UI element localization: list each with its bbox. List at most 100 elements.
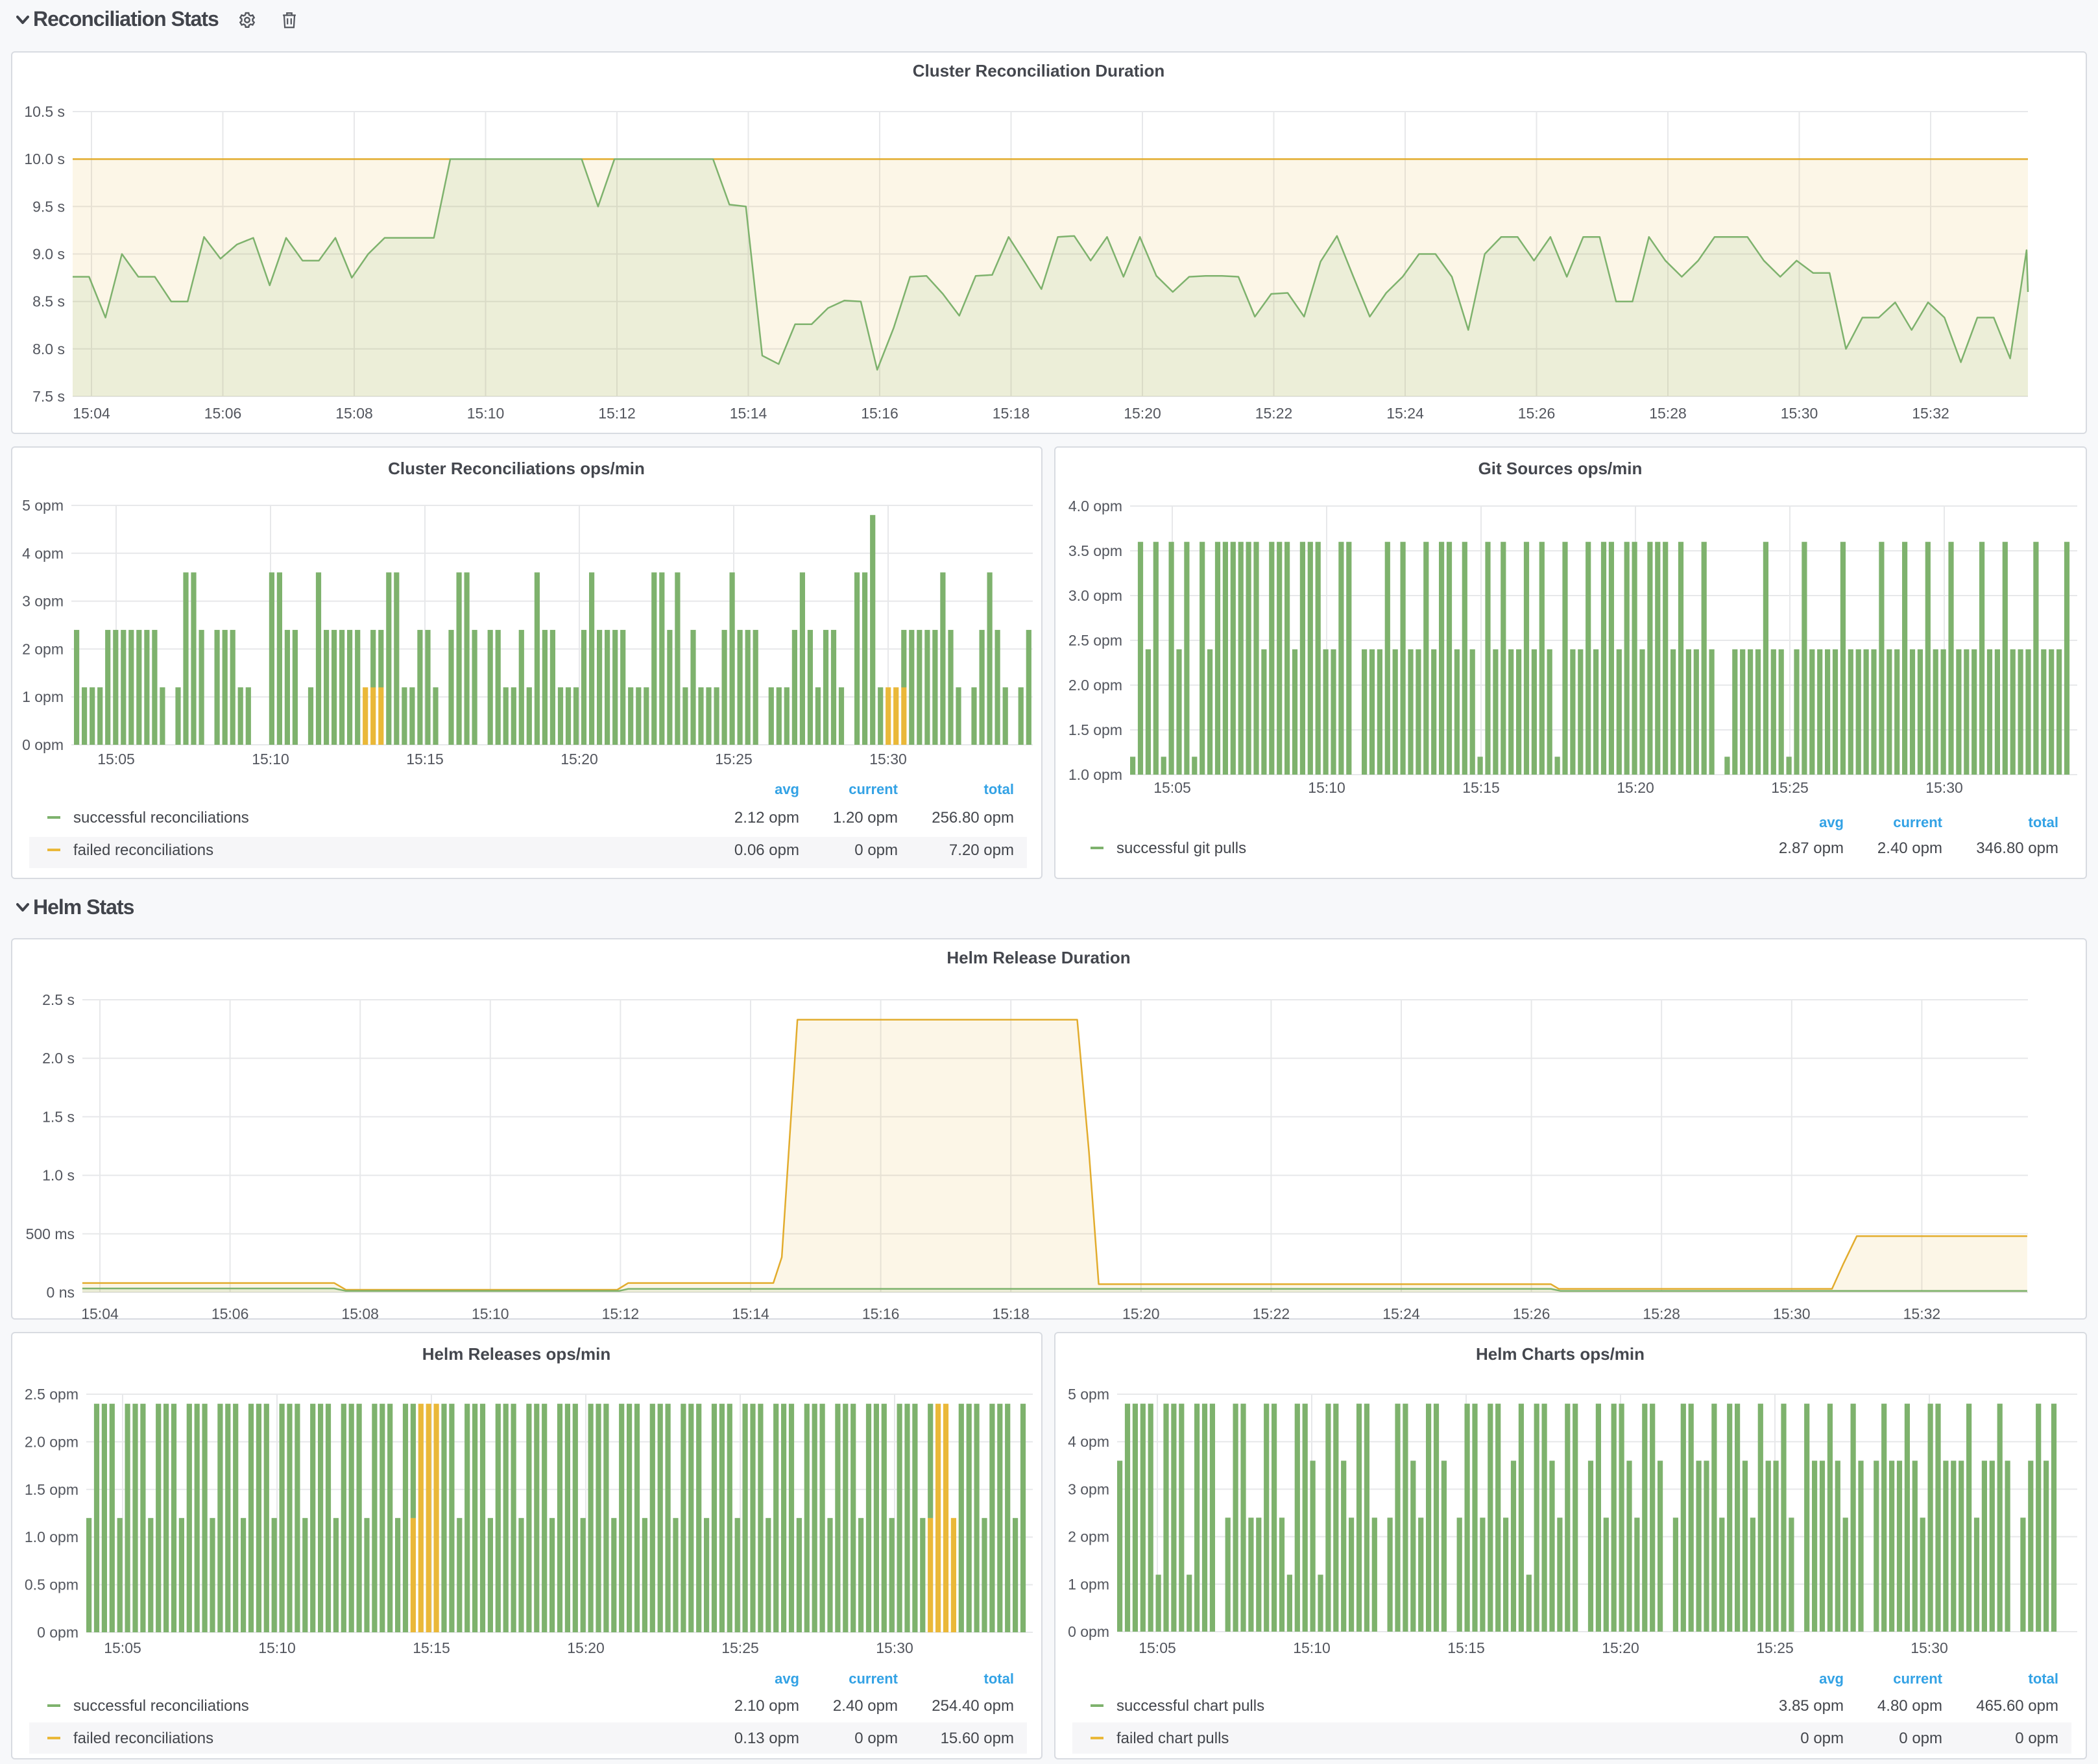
svg-text:3 opm: 3 opm	[1068, 1480, 1109, 1497]
svg-text:15:10: 15:10	[252, 751, 289, 767]
svg-text:500 ms: 500 ms	[26, 1226, 75, 1242]
svg-text:4.80 opm: 4.80 opm	[1877, 1697, 1942, 1715]
svg-text:15:20: 15:20	[567, 1639, 605, 1656]
svg-text:3 opm: 3 opm	[22, 593, 64, 610]
svg-text:15:12: 15:12	[598, 405, 636, 422]
svg-text:2.40 opm: 2.40 opm	[1877, 840, 1942, 857]
svg-text:15:25: 15:25	[715, 751, 753, 767]
svg-text:total: total	[984, 1671, 1014, 1687]
svg-text:15:18: 15:18	[992, 1305, 1030, 1321]
svg-text:3.85 opm: 3.85 opm	[1779, 1697, 1844, 1715]
svg-text:avg: avg	[775, 1671, 799, 1687]
svg-text:failed reconciliations: failed reconciliations	[73, 841, 213, 859]
svg-text:15:26: 15:26	[1513, 1305, 1550, 1321]
svg-text:15:22: 15:22	[1253, 1305, 1290, 1321]
svg-text:1.5 opm: 1.5 opm	[25, 1481, 78, 1498]
svg-text:4 opm: 4 opm	[1068, 1433, 1109, 1450]
svg-text:15:20: 15:20	[561, 751, 598, 767]
svg-text:2.0 opm: 2.0 opm	[1068, 677, 1122, 694]
svg-text:15:10: 15:10	[1308, 779, 1345, 796]
svg-text:1.0 opm: 1.0 opm	[25, 1528, 78, 1545]
svg-text:3.0 opm: 3.0 opm	[1068, 587, 1122, 604]
svg-text:465.60 opm: 465.60 opm	[1976, 1697, 2058, 1715]
svg-text:8.0 s: 8.0 s	[32, 341, 65, 357]
svg-text:7.5 s: 7.5 s	[32, 388, 65, 405]
svg-text:15:10: 15:10	[472, 1305, 509, 1321]
svg-text:0 opm: 0 opm	[2015, 1730, 2058, 1747]
svg-text:254.40 opm: 254.40 opm	[932, 1697, 1014, 1715]
svg-text:failed chart pulls: failed chart pulls	[1116, 1730, 1229, 1747]
svg-text:Git Sources ops/min: Git Sources ops/min	[1478, 459, 1643, 478]
svg-text:15:20: 15:20	[1617, 779, 1654, 796]
svg-text:current: current	[1893, 814, 1942, 830]
svg-text:15:26: 15:26	[1518, 405, 1556, 422]
svg-text:15:05: 15:05	[97, 751, 135, 767]
svg-text:256.80 opm: 256.80 opm	[932, 809, 1014, 827]
svg-text:2.0 s: 2.0 s	[42, 1050, 75, 1067]
svg-text:successful reconciliations: successful reconciliations	[73, 1697, 249, 1715]
svg-text:15:18: 15:18	[993, 405, 1030, 422]
svg-text:0 opm: 0 opm	[854, 841, 898, 859]
svg-text:5 opm: 5 opm	[22, 497, 64, 514]
svg-text:15:30: 15:30	[869, 751, 907, 767]
svg-text:2.5 opm: 2.5 opm	[25, 1386, 78, 1403]
svg-text:15:28: 15:28	[1643, 1305, 1680, 1321]
svg-text:failed reconciliations: failed reconciliations	[73, 1730, 213, 1747]
svg-text:Cluster Reconciliation Duratio: Cluster Reconciliation Duration	[913, 61, 1165, 80]
svg-text:10.0 s: 10.0 s	[24, 151, 65, 167]
svg-text:avg: avg	[1819, 814, 1844, 830]
svg-text:2.40 opm: 2.40 opm	[833, 1697, 898, 1715]
svg-text:avg: avg	[1819, 1671, 1844, 1687]
svg-text:15:22: 15:22	[1255, 405, 1293, 422]
svg-text:total: total	[984, 781, 1014, 797]
svg-text:total: total	[2029, 814, 2058, 830]
svg-text:15:28: 15:28	[1649, 405, 1687, 422]
svg-text:avg: avg	[775, 781, 799, 797]
svg-text:15:05: 15:05	[104, 1639, 141, 1656]
svg-text:4 opm: 4 opm	[22, 545, 64, 562]
svg-text:15:16: 15:16	[862, 1305, 900, 1321]
svg-text:15:08: 15:08	[335, 405, 373, 422]
svg-text:15:15: 15:15	[1462, 779, 1500, 796]
svg-text:15:15: 15:15	[413, 1639, 450, 1656]
svg-text:15:30: 15:30	[1773, 1305, 1811, 1321]
svg-text:Helm Releases ops/min: Helm Releases ops/min	[422, 1344, 610, 1364]
svg-text:15:30: 15:30	[1911, 1639, 1948, 1656]
svg-text:3.5 opm: 3.5 opm	[1068, 542, 1122, 559]
svg-text:0.13 opm: 0.13 opm	[734, 1730, 799, 1747]
svg-text:0 opm: 0 opm	[1899, 1730, 1942, 1747]
svg-text:1.5 opm: 1.5 opm	[1068, 721, 1122, 738]
svg-text:15:15: 15:15	[406, 751, 444, 767]
svg-text:1.20 opm: 1.20 opm	[833, 809, 898, 827]
svg-text:15:14: 15:14	[732, 1305, 769, 1321]
svg-text:15:24: 15:24	[1382, 1305, 1420, 1321]
svg-text:15:05: 15:05	[1139, 1639, 1176, 1656]
svg-text:successful reconciliations: successful reconciliations	[73, 809, 249, 827]
svg-text:current: current	[1893, 1671, 1942, 1687]
svg-text:2.0 opm: 2.0 opm	[25, 1433, 78, 1450]
svg-text:0.5 opm: 0.5 opm	[25, 1577, 78, 1593]
svg-text:15:25: 15:25	[721, 1639, 759, 1656]
svg-text:15:30: 15:30	[876, 1639, 913, 1656]
svg-text:1 opm: 1 opm	[1068, 1576, 1109, 1593]
svg-text:15:25: 15:25	[1756, 1639, 1794, 1656]
svg-text:7.20 opm: 7.20 opm	[949, 841, 1014, 859]
svg-text:15:06: 15:06	[204, 405, 242, 422]
svg-text:0 ns: 0 ns	[47, 1284, 75, 1301]
svg-text:15:16: 15:16	[861, 405, 898, 422]
svg-text:8.5 s: 8.5 s	[32, 293, 65, 310]
svg-text:15:24: 15:24	[1386, 405, 1424, 422]
svg-text:2.10 opm: 2.10 opm	[734, 1697, 799, 1715]
svg-text:15:25: 15:25	[1771, 779, 1809, 796]
svg-text:Cluster Reconciliations ops/mi: Cluster Reconciliations ops/min	[388, 459, 645, 478]
svg-text:2.5 opm: 2.5 opm	[1068, 632, 1122, 649]
svg-text:successful git pulls: successful git pulls	[1116, 840, 1246, 857]
svg-text:15:30: 15:30	[1781, 405, 1818, 422]
svg-text:2.87 opm: 2.87 opm	[1779, 840, 1844, 857]
svg-text:2.5 s: 2.5 s	[42, 991, 75, 1008]
svg-text:15:30: 15:30	[1925, 779, 1963, 796]
svg-text:1.0 opm: 1.0 opm	[1068, 766, 1122, 783]
svg-text:0 opm: 0 opm	[854, 1730, 898, 1747]
svg-text:15:04: 15:04	[81, 1305, 119, 1321]
svg-text:current: current	[849, 781, 898, 797]
